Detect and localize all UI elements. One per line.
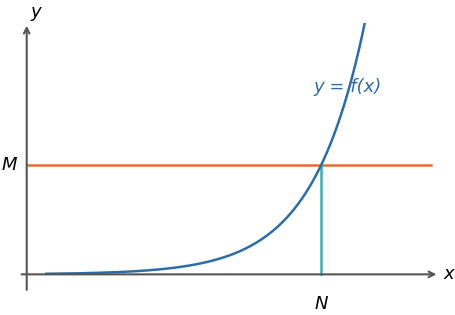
- Text: x: x: [442, 265, 453, 284]
- Text: y: y: [30, 3, 41, 20]
- Text: M: M: [1, 156, 17, 174]
- Text: y = f(x): y = f(x): [313, 78, 381, 96]
- Text: N: N: [314, 295, 328, 313]
